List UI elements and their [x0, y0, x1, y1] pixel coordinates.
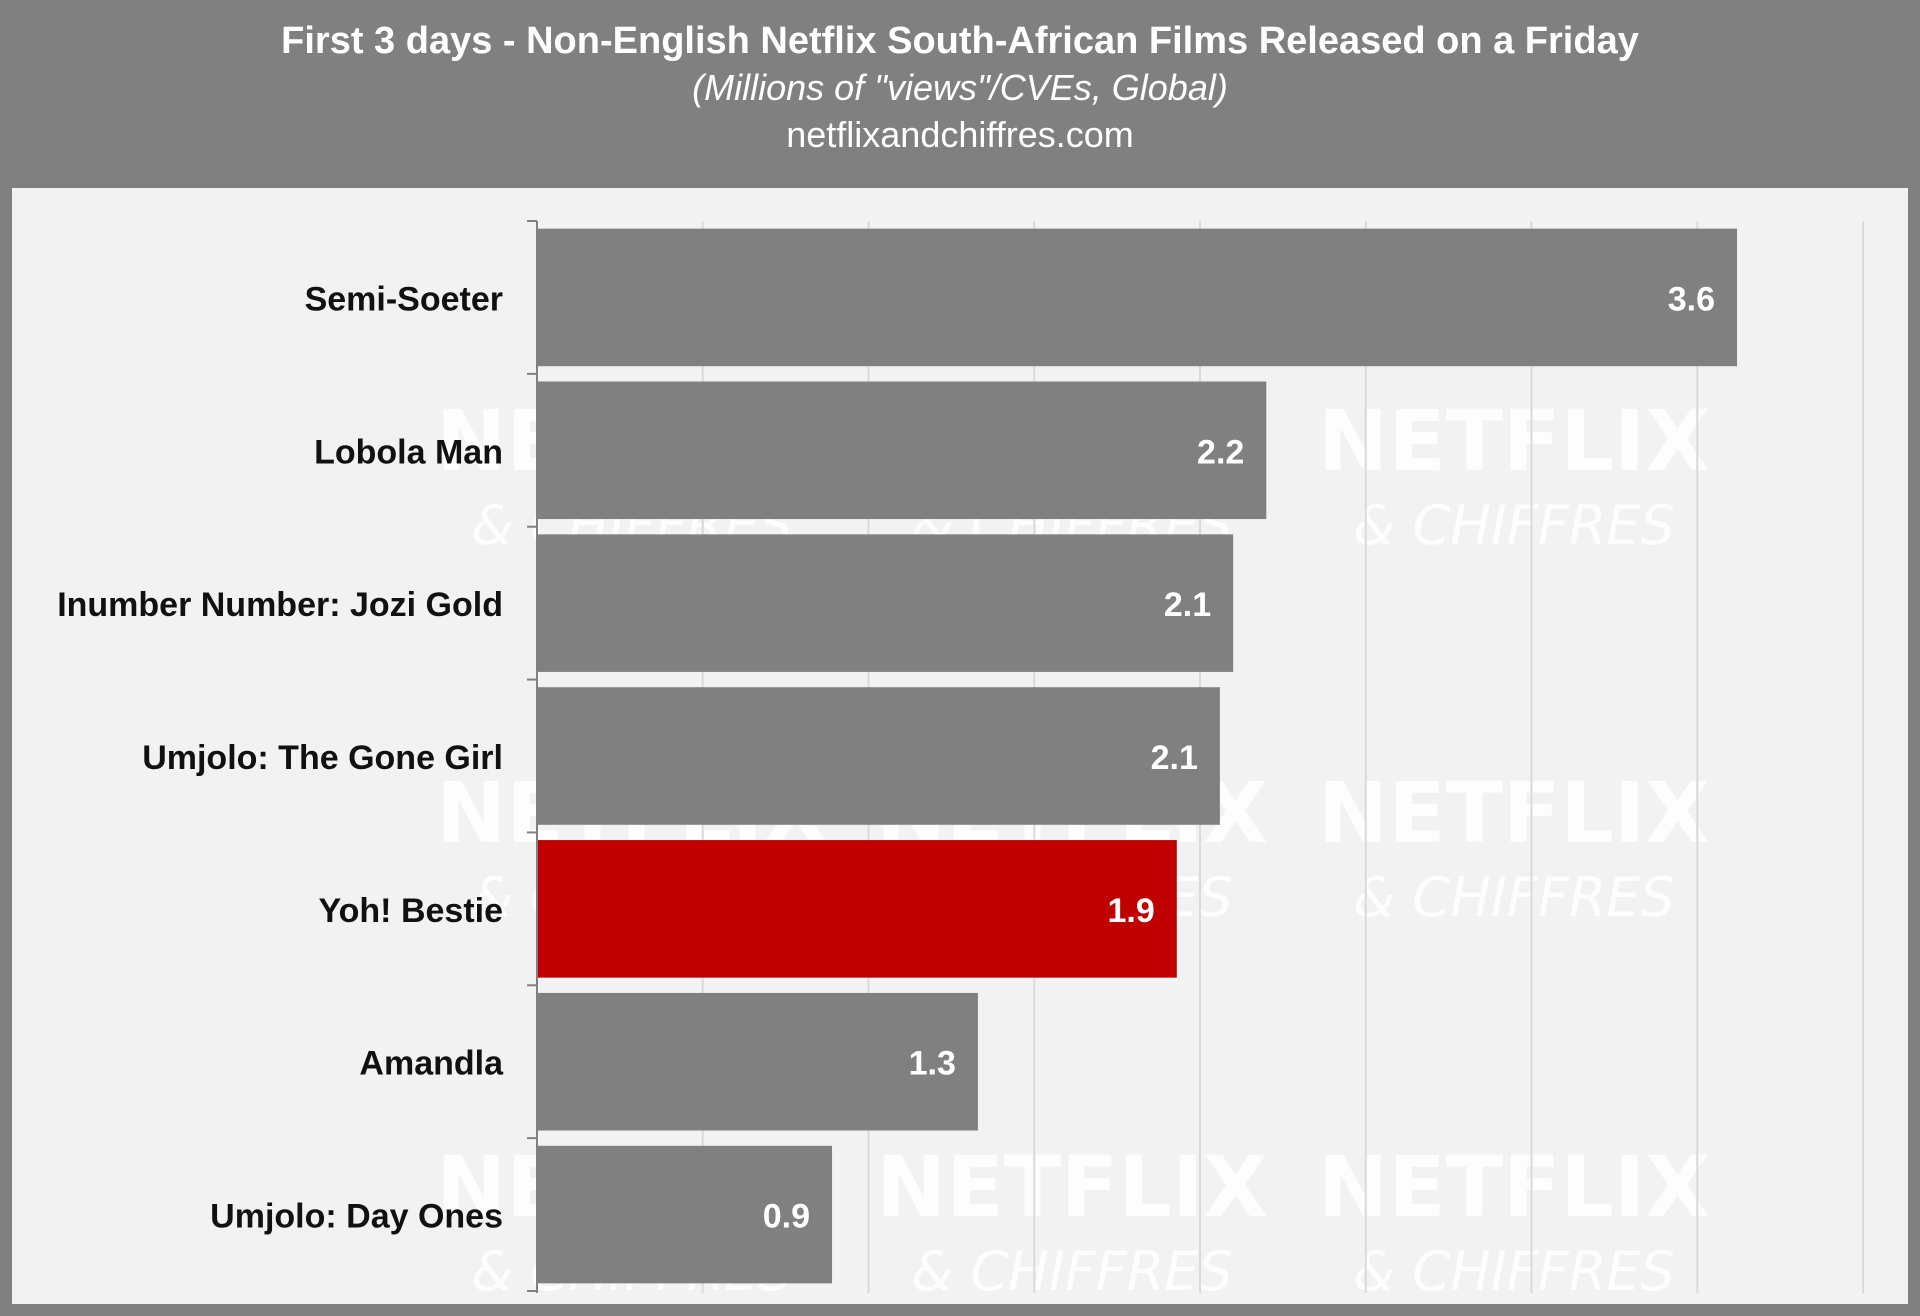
bars [538, 228, 1738, 1284]
chart-header: First 3 days - Non-English Netflix South… [0, 0, 1920, 188]
watermark: NETFLIX& CHIFFRES [1318, 764, 1710, 929]
bar [538, 687, 1220, 825]
chart-title: First 3 days - Non-English Netflix South… [281, 20, 1639, 62]
value-label: 1.9 [1108, 892, 1155, 930]
bar [538, 992, 978, 1131]
bar [538, 840, 1177, 978]
value-label: 2.2 [1197, 433, 1244, 471]
bar [538, 381, 1267, 520]
watermark-line2: & CHIFFRES [1353, 866, 1675, 929]
category-labels: Semi-Soeter Lobola Man Inumber Number: Joz… [57, 280, 504, 1235]
category-label: Yoh! Bestie [318, 892, 503, 930]
watermark-line1: NETFLIX [1318, 764, 1710, 862]
value-label: 3.6 [1668, 280, 1715, 318]
value-label: 0.9 [763, 1198, 810, 1236]
watermark: NETFLIX& CHIFFRES [1318, 392, 1710, 557]
category-label: Lobola Man [314, 433, 503, 471]
category-label: Amandla [359, 1045, 504, 1083]
category-label: Inumber Number: Jozi Gold [57, 586, 503, 624]
bar [538, 1145, 833, 1284]
value-label: 1.3 [909, 1045, 956, 1083]
value-label: 2.1 [1164, 586, 1211, 624]
category-label: Umjolo: The Gone Girl [142, 739, 503, 777]
value-labels: 3.6 2.2 2.1 2.1 1.9 1.3 0.9 [763, 280, 1715, 1235]
chart-subtitle: (Millions of "views"/CVEs, Global) [692, 67, 1228, 108]
category-label: Umjolo: Day Ones [210, 1198, 503, 1236]
bar [538, 534, 1234, 672]
chart-source: netflixandchiffres.com [786, 114, 1134, 155]
category-label: Semi-Soeter [305, 280, 503, 318]
y-axis [527, 220, 538, 1293]
watermark-line1: NETFLIX [876, 1138, 1268, 1236]
watermark: NETFLIX& CHIFFRES [876, 1138, 1268, 1303]
watermark-line2: & CHIFFRES [1353, 1240, 1675, 1303]
watermark-line1: NETFLIX [1318, 392, 1710, 490]
watermark: NETFLIX& CHIFFRES [1318, 1138, 1710, 1303]
watermark-line2: & CHIFFRES [1353, 494, 1675, 557]
value-label: 2.1 [1151, 739, 1198, 777]
watermark-line1: NETFLIX [1318, 1138, 1710, 1236]
watermark-line2: & CHIFFRES [911, 1240, 1233, 1303]
bar [538, 228, 1738, 367]
